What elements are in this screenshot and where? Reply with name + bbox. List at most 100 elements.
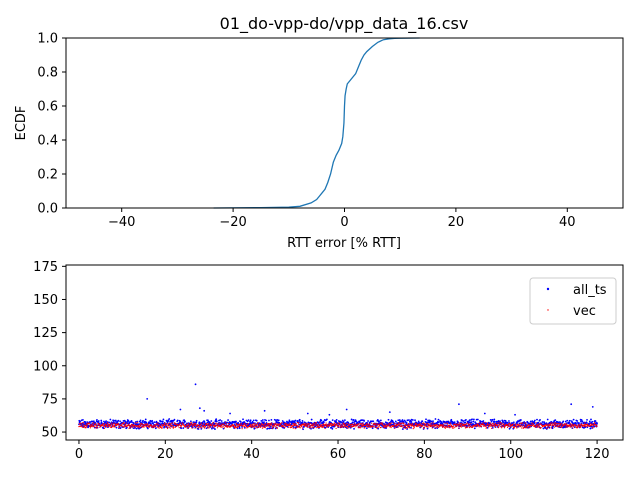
scatter-point-vec <box>160 425 162 428</box>
scatter-point-vec <box>447 426 449 428</box>
scatter-point-vec <box>361 423 363 425</box>
scatter-point-all_ts <box>247 419 250 421</box>
scatter-point-all_ts <box>198 421 201 424</box>
scatter-point-vec <box>309 426 311 428</box>
scatter-point-vec <box>445 425 447 427</box>
scatter-point-vec <box>155 424 157 426</box>
scatter-point-vec <box>478 424 480 427</box>
scatter-point-vec <box>225 423 227 425</box>
scatter-point-vec <box>288 424 291 426</box>
scatter-point-vec <box>271 424 273 426</box>
scatter-point-all_ts <box>214 428 216 430</box>
scatter-point-all_ts <box>352 419 355 421</box>
scatter-point-all_ts <box>303 426 305 428</box>
scatter-point-vec <box>137 425 140 427</box>
scatter-outlier-all_ts <box>198 407 201 410</box>
scatter-point-vec <box>353 424 356 427</box>
scatter-point-all_ts <box>153 421 156 424</box>
scatter-point-vec <box>399 423 401 425</box>
scatter-point-all_ts <box>506 422 509 424</box>
scatter-point-vec <box>398 422 400 424</box>
scatter-point-vec <box>275 425 277 427</box>
scatter-point-vec <box>202 424 204 426</box>
scatter-point-vec <box>322 426 324 428</box>
scatter-point-vec <box>412 428 414 430</box>
scatter-point-all_ts <box>363 420 365 422</box>
scatter-point-vec <box>525 424 528 426</box>
scatter-point-vec <box>560 424 562 426</box>
scatter-point-vec <box>80 425 82 428</box>
scatter-point-all_ts <box>139 419 142 422</box>
scatter-plot-frame <box>65 264 624 441</box>
scatter-point-vec <box>312 422 314 425</box>
scatter-point-vec <box>528 427 530 429</box>
scatter-point-vec <box>152 426 154 428</box>
scatter-point-vec <box>366 423 368 425</box>
scatter-point-vec <box>224 421 227 423</box>
scatter-point-vec <box>170 423 172 425</box>
scatter-point-vec <box>356 425 358 427</box>
scatter-point-vec <box>124 425 126 427</box>
scatter-point-vec <box>269 423 271 426</box>
scatter-point-vec <box>571 423 574 425</box>
scatter-point-vec <box>388 424 390 426</box>
scatter-point-all_ts <box>472 418 475 421</box>
scatter-point-all_ts <box>432 420 434 423</box>
ecdf-y-tick-label: 0.8 <box>37 66 58 81</box>
scatter-point-vec <box>494 424 496 426</box>
scatter-point-all_ts <box>173 418 176 421</box>
scatter-point-all_ts <box>200 427 203 430</box>
scatter-point-vec <box>358 425 360 427</box>
scatter-point-vec <box>144 425 146 427</box>
scatter-point-vec <box>199 426 201 428</box>
scatter-point-vec <box>560 426 563 428</box>
scatter-point-vec <box>433 426 435 428</box>
scatter-point-vec <box>120 424 123 426</box>
scatter-point-vec <box>590 423 592 425</box>
scatter-point-vec <box>325 426 328 428</box>
scatter-point-vec <box>290 426 293 429</box>
scatter-point-vec <box>148 426 150 429</box>
scatter-point-all_ts <box>299 421 301 423</box>
scatter-point-vec <box>303 425 305 427</box>
scatter-point-vec <box>444 427 446 429</box>
scatter-point-all_ts <box>144 418 147 421</box>
scatter-point-vec <box>431 422 433 424</box>
scatter-point-vec <box>89 424 91 426</box>
scatter-point-vec <box>411 425 413 427</box>
scatter-point-vec <box>555 422 557 425</box>
scatter-point-vec <box>289 423 291 425</box>
scatter-point-vec <box>403 424 406 426</box>
scatter-point-vec <box>201 427 203 429</box>
scatter-point-vec <box>470 423 472 425</box>
scatter-point-vec <box>301 424 303 426</box>
scatter-series <box>78 383 598 431</box>
scatter-point-vec <box>261 427 264 429</box>
scatter-point-vec <box>241 428 243 430</box>
scatter-point-vec <box>498 424 500 426</box>
scatter-point-vec <box>562 425 564 427</box>
scatter-point-all_ts <box>504 419 507 422</box>
scatter-point-vec <box>231 425 233 427</box>
scatter-point-vec <box>136 422 138 424</box>
scatter-point-all_ts <box>586 418 588 421</box>
scatter-point-vec <box>435 427 437 429</box>
scatter-point-all_ts <box>494 421 496 423</box>
scatter-point-vec <box>88 422 90 424</box>
scatter-point-vec <box>393 422 396 425</box>
scatter-point-vec <box>536 423 538 426</box>
scatter-point-vec <box>491 425 493 428</box>
scatter-point-vec <box>552 424 555 426</box>
scatter-point-vec <box>441 426 444 429</box>
scatter-point-vec <box>141 423 144 425</box>
scatter-point-all_ts <box>464 421 467 424</box>
scatter-point-all_ts <box>508 420 510 422</box>
scatter-point-vec <box>389 423 391 426</box>
scatter-point-vec <box>362 422 364 424</box>
scatter-point-vec <box>147 423 149 425</box>
scatter-point-vec <box>102 422 105 425</box>
scatter-point-vec <box>167 425 170 427</box>
scatter-outlier-all_ts <box>388 411 391 414</box>
scatter-point-vec <box>179 423 181 425</box>
